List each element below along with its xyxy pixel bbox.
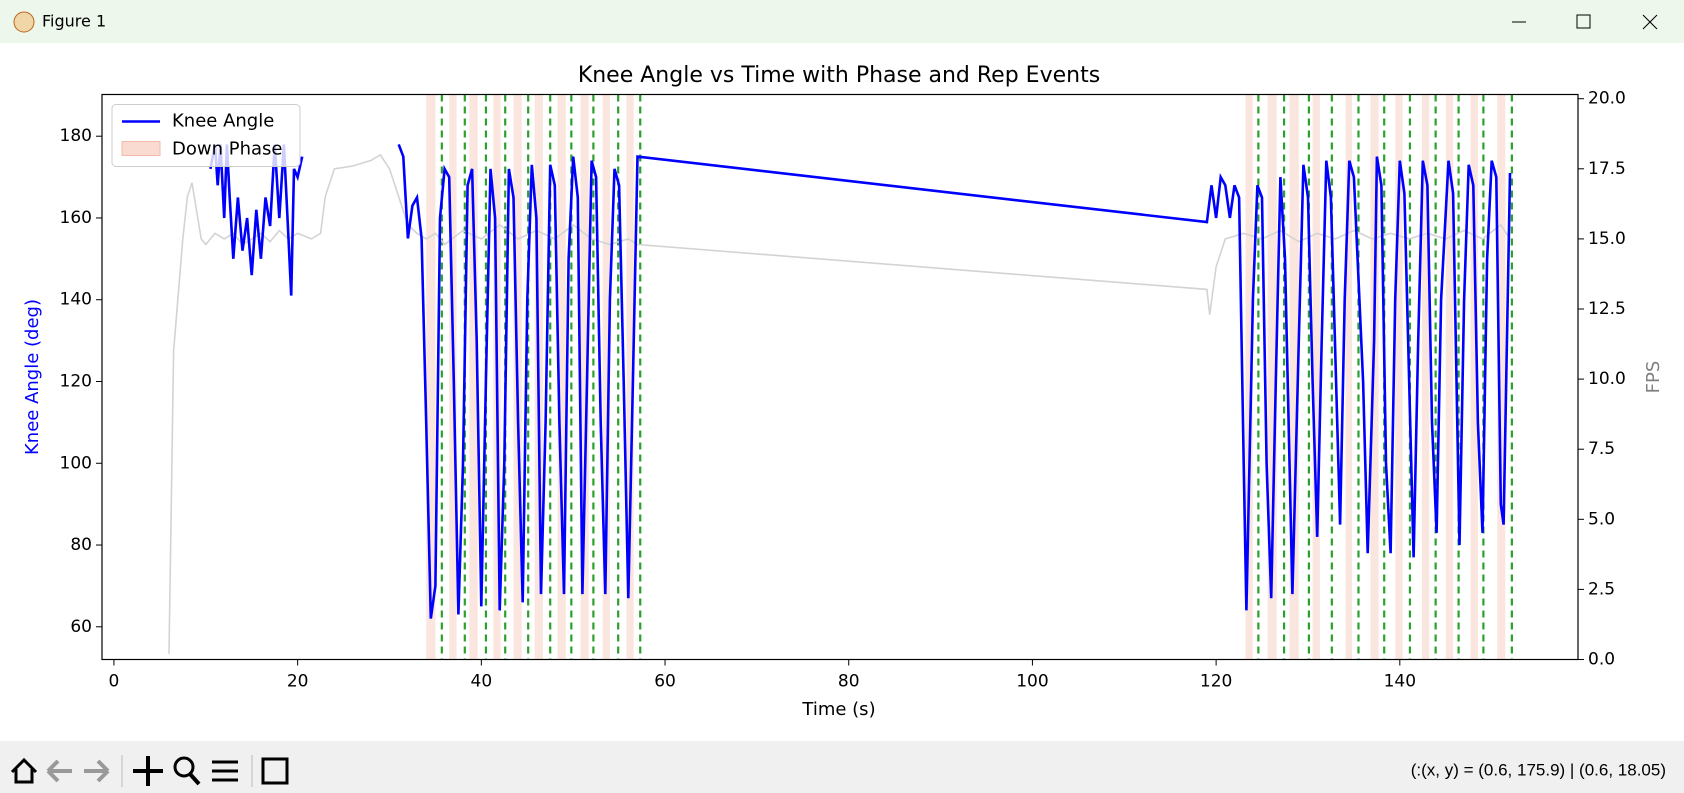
y2-tick-label: 0.0 bbox=[1588, 650, 1615, 670]
app-icon bbox=[13, 11, 35, 33]
window-title: Figure 1 bbox=[42, 12, 106, 31]
y-tick-label: 140 bbox=[60, 290, 92, 310]
legend-label: Down Phase bbox=[172, 139, 282, 160]
down-phase-span bbox=[626, 94, 634, 660]
y2-axis-label: FPS bbox=[1643, 361, 1664, 394]
zoom-button[interactable] bbox=[173, 756, 195, 778]
plot-area bbox=[168, 94, 1513, 660]
y2-tick-label: 5.0 bbox=[1588, 509, 1615, 529]
y2-tick-label: 7.5 bbox=[1588, 439, 1615, 459]
down-phase-span bbox=[580, 94, 589, 660]
x-tick-label: 20 bbox=[287, 672, 309, 692]
zoom-handle bbox=[188, 772, 201, 786]
y-tick-label: 100 bbox=[60, 453, 92, 473]
pan-button[interactable] bbox=[133, 756, 163, 786]
x-tick-label: 100 bbox=[1016, 672, 1048, 692]
down-phase-span bbox=[1345, 94, 1353, 660]
y-tick-label: 80 bbox=[70, 535, 92, 555]
y2-tick-label: 10.0 bbox=[1588, 369, 1626, 389]
chart-title: Knee Angle vs Time with Phase and Rep Ev… bbox=[578, 63, 1100, 88]
x-tick-label: 60 bbox=[654, 672, 676, 692]
down-phase-span bbox=[1312, 94, 1320, 660]
y2-tick-label: 15.0 bbox=[1588, 229, 1626, 249]
y-tick-label: 180 bbox=[60, 126, 92, 146]
home-button[interactable] bbox=[10, 757, 38, 784]
status-text: (:(x, y) = (0.6, 175.9) | (0.6, 18.05) bbox=[1411, 760, 1666, 779]
down-phase-span bbox=[1470, 94, 1478, 660]
down-phase-span bbox=[426, 94, 436, 660]
x-tick-label: 40 bbox=[471, 672, 493, 692]
y-tick-label: 160 bbox=[60, 208, 92, 228]
down-phase-span bbox=[1370, 94, 1379, 660]
down-phase-span bbox=[1289, 94, 1299, 660]
close-button[interactable] bbox=[1642, 14, 1658, 30]
down-phase-span bbox=[1497, 94, 1506, 660]
down-phase-span bbox=[602, 94, 610, 660]
y-tick-label: 60 bbox=[70, 617, 92, 637]
x-tick-label: 120 bbox=[1200, 672, 1232, 692]
save-button[interactable] bbox=[261, 757, 289, 785]
down-phase-span bbox=[1245, 94, 1253, 660]
y2-tick-label: 2.5 bbox=[1588, 579, 1615, 599]
down-phase-span bbox=[557, 94, 566, 660]
title-bar bbox=[0, 0, 1684, 43]
back-button[interactable] bbox=[46, 759, 72, 783]
x-axis-label: Time (s) bbox=[801, 699, 875, 720]
down-phase-span bbox=[1421, 94, 1430, 660]
y-axis-label: Knee Angle (deg) bbox=[22, 299, 43, 455]
down-phase-span bbox=[1445, 94, 1454, 660]
down-phase-span bbox=[469, 94, 478, 660]
configure-button[interactable] bbox=[212, 760, 238, 782]
x-tick-label: 140 bbox=[1384, 672, 1416, 692]
legend-swatch bbox=[121, 141, 161, 156]
maximize-button[interactable] bbox=[1576, 14, 1591, 29]
down-phase-span bbox=[1395, 94, 1403, 660]
legend-label: Knee Angle bbox=[172, 111, 274, 132]
fps-line bbox=[168, 153, 1511, 654]
y-tick-label: 120 bbox=[60, 371, 92, 391]
y2-tick-label: 20.0 bbox=[1588, 89, 1626, 109]
forward-button[interactable] bbox=[84, 759, 110, 783]
knee-angle-line bbox=[209, 143, 1512, 619]
y2-tick-label: 12.5 bbox=[1588, 299, 1626, 319]
down-phase-span bbox=[1267, 94, 1277, 660]
x-tick-label: 0 bbox=[109, 672, 120, 692]
y2-tick-label: 17.5 bbox=[1588, 159, 1626, 179]
plot-frame bbox=[101, 93, 1579, 661]
x-tick-label: 80 bbox=[838, 672, 860, 692]
